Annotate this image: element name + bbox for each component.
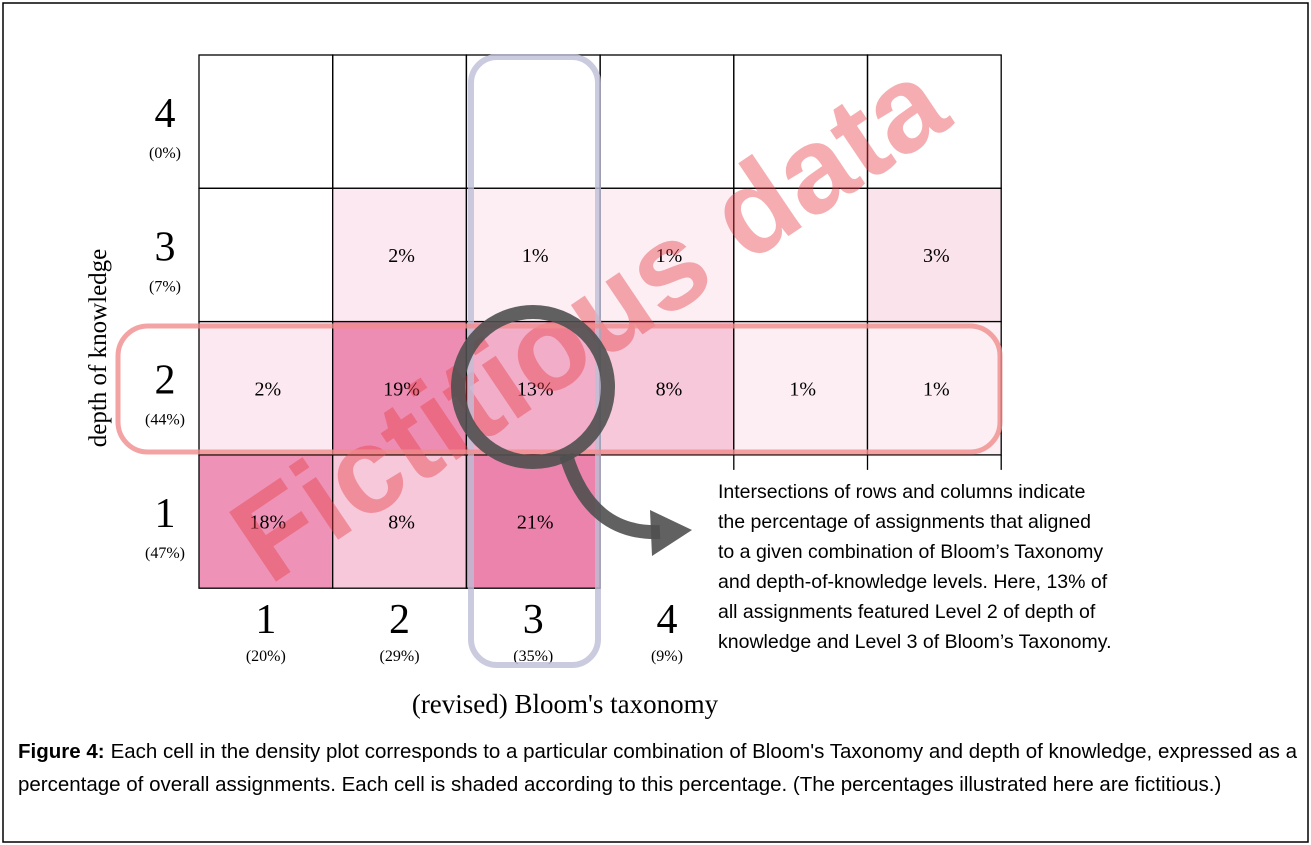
cell-label: 1%: [656, 245, 683, 267]
y-category: 3: [155, 224, 176, 270]
y-category: 2: [155, 358, 176, 404]
cell-label: 2%: [255, 378, 282, 400]
focus-circle: [451, 305, 615, 469]
cell: [199, 321, 333, 455]
x-share: (20%): [246, 648, 286, 665]
annotation-line: and depth-of-knowledge levels. Here, 13%…: [718, 571, 1108, 593]
cell: [466, 188, 601, 322]
y-category: 4: [155, 91, 176, 137]
x-share: (35%): [513, 648, 553, 665]
cell-label: 1%: [923, 378, 950, 400]
y-axis-label: depth of knowledge: [85, 249, 112, 448]
cell: [466, 321, 601, 455]
x-axis-label: (revised) Bloom's taxonomy: [412, 689, 719, 719]
x-share: (29%): [380, 648, 420, 665]
y-share: (0%): [149, 145, 181, 162]
arrow-shaft: [559, 452, 661, 540]
annotation-line: knowledge and Level 3 of Bloom’s Taxonom…: [718, 631, 1112, 653]
cell-label: 8%: [388, 512, 415, 534]
cell-border: [465, 54, 601, 189]
annotation-line: all assignments featured Level 2 of dept…: [718, 601, 1096, 623]
annotation-line: the percentage of assignments that align…: [718, 511, 1091, 533]
y-category: 1: [155, 491, 176, 537]
cell: [733, 321, 868, 455]
cell-label: 3%: [923, 245, 950, 267]
annotation-line: to a given combination of Bloom’s Taxono…: [718, 541, 1104, 563]
cell: [867, 321, 1002, 455]
arrow-head: [650, 510, 692, 556]
caption-label: Figure 4:: [18, 740, 105, 763]
cell-border: [198, 54, 334, 189]
y-share: (47%): [145, 545, 185, 562]
cell-label: 1%: [789, 378, 816, 400]
annotation-line: Intersections of rows and columns indica…: [718, 481, 1086, 503]
cell-border: [332, 54, 468, 189]
y-share: (44%): [145, 412, 185, 429]
cell-border: [198, 187, 334, 323]
x-share: (9%): [651, 648, 683, 665]
x-category: 1: [255, 597, 276, 643]
caption-text: Each cell in the density plot correspond…: [18, 740, 1297, 796]
cell: [600, 321, 734, 455]
cell: [332, 321, 467, 455]
cell-label: 13%: [517, 378, 554, 400]
caption: Figure 4: Each cell in the density plot c…: [18, 735, 1298, 801]
cell-label: 21%: [517, 512, 554, 534]
cell-label: 8%: [656, 378, 683, 400]
cell-label: 19%: [383, 378, 420, 400]
cell: [199, 454, 333, 589]
cell-label: 18%: [250, 512, 287, 534]
x-category: 4: [656, 597, 677, 643]
cell: [600, 188, 734, 322]
cell: [867, 188, 1002, 322]
cell: [332, 188, 467, 322]
x-category: 3: [523, 597, 544, 643]
annotation: Intersections of rows and columns indica…: [718, 477, 1238, 657]
x-category: 2: [389, 597, 410, 643]
cell: [332, 454, 467, 589]
y-share: (7%): [149, 278, 181, 295]
cell-label: 2%: [388, 245, 415, 267]
cell-label: 1%: [522, 245, 549, 267]
